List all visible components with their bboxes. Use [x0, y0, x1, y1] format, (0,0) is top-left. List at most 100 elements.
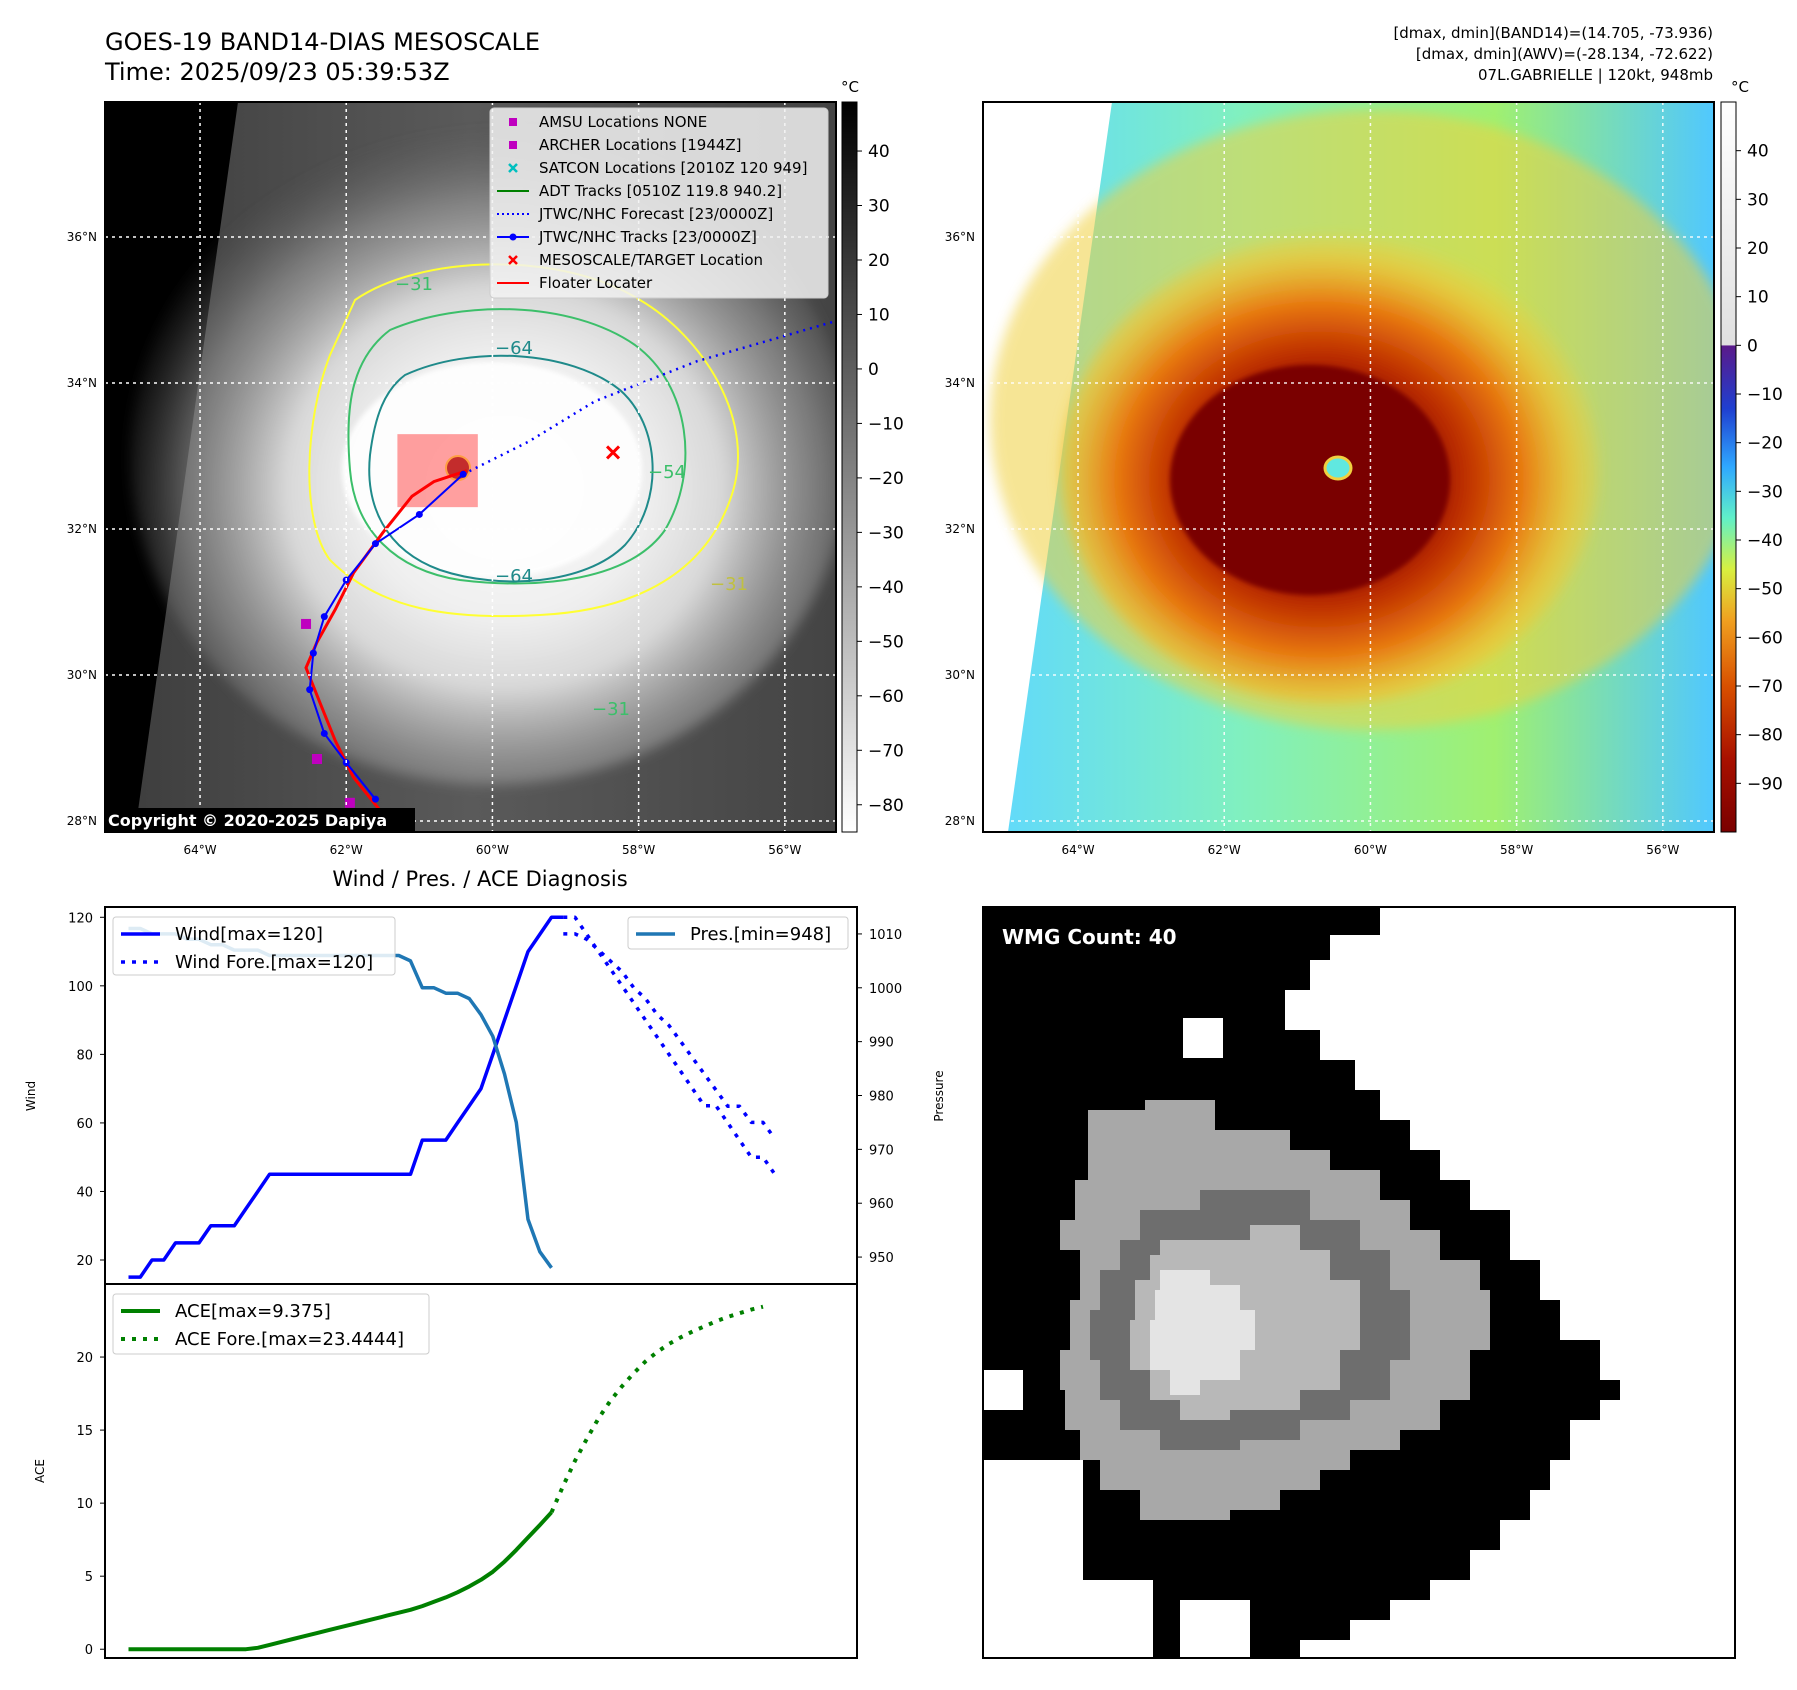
right-map-frame	[982, 101, 1715, 833]
right-enhanced-ir-map	[982, 101, 1715, 833]
colorbar-tick-label: −30	[1747, 482, 1783, 502]
colorbar-tick-label: 20	[868, 251, 890, 271]
right-colorbar: °C 40 30 20 10 0 −10 −20 −30 −40 −50 −60 −70 −80 −90	[1720, 78, 1783, 833]
colorbar-tick-label: 30	[1747, 190, 1769, 210]
wmg-pixel	[1180, 1600, 1250, 1658]
colorbar-tick-label: 40	[868, 142, 890, 162]
left-storm-core	[342, 362, 642, 578]
series-line	[128, 1510, 553, 1652]
ace-ytick-label: 20	[76, 1351, 93, 1366]
colorbar-tick-label: −40	[868, 578, 904, 598]
left-ir-map: −31 −64 −54 −64 −31 −31 Copyright © 2020…	[104, 101, 837, 833]
legend-entry: Wind[max=120]	[175, 924, 323, 945]
colorbar-tick-label: −50	[1747, 580, 1783, 600]
archer-location	[301, 618, 312, 629]
colorbar-tick-label: −30	[868, 523, 904, 543]
lon-tick-label: 60°W	[476, 843, 509, 857]
wmg-panel: WMG Count: 40	[982, 906, 1736, 1659]
legend-entry: Pres.[min=948]	[690, 924, 831, 945]
wmg-pixel	[983, 1370, 1023, 1410]
contour-label: −31	[395, 274, 433, 295]
wmg-pixel	[983, 1460, 1083, 1658]
right-colorbar-unit: °C	[1731, 78, 1749, 96]
lon-tick-label: 56°W	[768, 843, 801, 857]
lat-tick-label: 36°N	[67, 230, 97, 244]
wind-ylabel: Wind	[24, 1081, 38, 1111]
wind-pressure-chart: 20 40 60 80 100 120 950 960 970 980 990 1000 1010 Win…	[68, 906, 902, 1285]
legend-entry: ADT Tracks [0510Z 119.8 940.2]	[539, 182, 782, 200]
wmg-warm-core	[1150, 1270, 1255, 1395]
legend-entry: MESOSCALE/TARGET Location	[539, 251, 763, 269]
legend-entry: SATCON Locations [2010Z 120 949]	[539, 159, 807, 177]
right-colorbar-bar	[1720, 101, 1737, 833]
lat-tick-label: 32°N	[67, 522, 97, 536]
wmg-pixel	[1083, 1580, 1153, 1658]
lat-tick-label: 28°N	[945, 814, 975, 828]
lat-tick-label: 34°N	[945, 376, 975, 390]
colorbar-tick-label: −80	[868, 796, 904, 816]
contour-label: −64	[495, 566, 533, 587]
colorbar-tick-label: 0	[1747, 336, 1758, 356]
legend-entry: JTWC/NHC Forecast [23/0000Z]	[538, 205, 773, 223]
pressure-ytick-label: 970	[869, 1143, 894, 1158]
left-colorbar-bar	[841, 101, 858, 833]
pressure-forecast-line	[563, 932, 777, 1140]
right-map-gridlines	[983, 102, 1714, 832]
colorbar-tick-label: −10	[1747, 385, 1783, 405]
colorbar-tick-label: −50	[868, 632, 904, 652]
jtwc-track-point	[415, 510, 423, 518]
jtwc-forecast-track	[462, 319, 836, 476]
colorbar-tick-label: −20	[868, 469, 904, 489]
pressure-ytick-label: 950	[869, 1251, 894, 1266]
lon-tick-label: 58°W	[1500, 843, 1533, 857]
colorbar-tick-label: 0	[868, 360, 879, 380]
jtwc-track-point	[309, 649, 317, 657]
lat-tick-label: 32°N	[945, 522, 975, 536]
legend-entry: JTWC/NHC Tracks [23/0000Z]	[538, 228, 757, 246]
colorbar-tick-label: −40	[1747, 531, 1783, 551]
legend-entry: Wind Fore.[max=120]	[175, 952, 373, 973]
colorbar-tick-label: 40	[1747, 142, 1769, 162]
left-map-legend	[489, 107, 829, 299]
archer-location	[344, 797, 355, 808]
wind-legend	[112, 916, 396, 976]
wmg-pixel	[1413, 1113, 1438, 1138]
lat-tick-label: 36°N	[945, 230, 975, 244]
series-line	[563, 915, 777, 1176]
legend-entry: ACE[max=9.375]	[175, 1301, 331, 1322]
colorbar-tick-label: −10	[868, 414, 904, 434]
ace-ytick-label: 0	[85, 1643, 93, 1658]
jtwc-track-point	[306, 686, 314, 694]
pressure-ytick-label: 990	[869, 1036, 894, 1051]
legend-marker	[509, 233, 517, 241]
colorbar-tick-label: 30	[868, 197, 890, 217]
copyright-text: Copyright © 2020-2025 Dapiya	[108, 811, 387, 830]
contour-label: −31	[710, 574, 748, 595]
figure-title: GOES-19 BAND14-DIAS MESOSCALE	[105, 28, 540, 56]
wind-ytick-label: 40	[76, 1185, 93, 1200]
colorbar-tick-label: −60	[1747, 628, 1783, 648]
pressure-ytick-label: 980	[869, 1090, 894, 1105]
colorbar-tick-label: 10	[1747, 288, 1769, 308]
lat-tick-label: 28°N	[67, 814, 97, 828]
right-eye	[1323, 455, 1353, 481]
jtwc-track	[308, 473, 464, 800]
legend-entry: Floater Locater	[539, 274, 653, 292]
wind-ytick-label: 20	[76, 1254, 93, 1269]
colorbar-tick-label: 10	[868, 305, 890, 325]
legend-marker	[509, 118, 517, 126]
archer-location	[311, 754, 322, 764]
wmg-frame	[982, 906, 1736, 1659]
colorbar-tick-label: −70	[868, 741, 904, 761]
jtwc-track-point	[320, 613, 328, 621]
wind-ytick-label: 80	[76, 1048, 93, 1063]
jtwc-track-point	[371, 795, 379, 803]
lat-tick-label: 34°N	[67, 376, 97, 390]
legend-marker	[508, 255, 518, 265]
lon-tick-label: 62°W	[1208, 843, 1241, 857]
pressure-legend	[627, 916, 849, 950]
pressure-ytick-label: 1010	[869, 928, 902, 943]
right-storm-core	[1170, 365, 1450, 595]
